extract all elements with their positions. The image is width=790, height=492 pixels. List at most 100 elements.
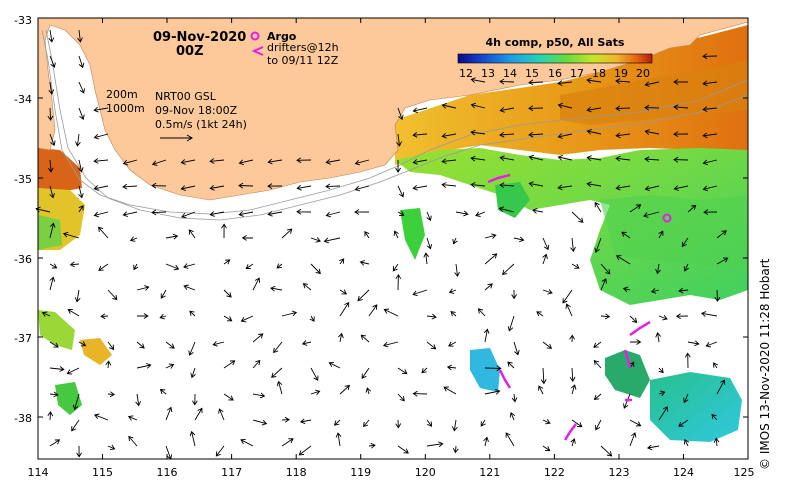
current-vector-arrow [615,155,631,162]
current-vector-arrow [536,311,544,317]
current-vector-arrow [357,289,370,302]
drifters-legend-label-1: drifters@12h [267,41,339,54]
current-vector-arrow [700,311,718,317]
current-vector-arrow [426,313,437,320]
current-vector-arrow [359,260,370,266]
current-vector-arrow [455,210,469,217]
current-vector-arrow [562,289,573,304]
current-vector-arrow [593,393,602,401]
current-vector-arrow [335,432,342,447]
current-vector-arrow [542,419,551,425]
current-vector-arrow [325,211,341,218]
current-vector-arrow [594,237,602,253]
current-vector-arrow [382,341,399,348]
current-vector-arrow [450,311,457,317]
colorbar-tick: 15 [525,67,539,80]
current-vector-arrow [714,289,721,303]
current-vector-arrow [484,388,501,395]
current-vector-arrow [470,129,486,136]
current-vector-arrow [681,237,689,248]
current-vector-arrow [223,259,231,265]
current-vector-arrow [296,208,312,215]
current-vector-arrow [339,258,345,265]
current-vector-arrow [215,445,225,457]
current-vector-arrow [190,367,196,379]
current-vector-arrow [189,310,196,317]
current-vector-arrow [93,158,109,164]
current-vector-arrow [705,341,718,348]
current-vector-arrow [426,441,444,448]
current-vector-arrow [395,159,401,173]
current-vector-arrow [507,315,515,332]
current-vector-arrow [454,263,460,278]
current-vector-arrow [48,81,55,95]
current-vector-arrow [569,334,575,343]
x-tick-label: 124 [673,466,694,479]
current-vector-arrow [180,185,196,192]
current-vector-arrow [180,159,196,165]
current-vector-arrow [570,438,576,447]
current-vector-arrow [364,230,370,239]
current-vector-arrow [76,445,82,458]
x-tick-label: 125 [734,466,755,479]
colorbar-labels: 12 13 14 15 16 17 18 19 20 [459,67,650,80]
current-vector-arrow [569,367,576,383]
current-vector-arrow [281,438,294,447]
current-vector-arrow [658,315,668,321]
argo-float-marker[interactable] [662,213,672,223]
current-vector-arrow [557,184,573,191]
current-vector-arrow [267,210,283,217]
current-source-label: NRT00 GSL [155,90,217,103]
current-vector-arrow [716,230,727,239]
current-vector-arrow [586,181,602,188]
current-vector-arrow [151,159,167,166]
current-vector-arrow [66,367,80,375]
current-vector-arrow [713,437,720,447]
current-vector-arrow [557,133,573,139]
current-vector-arrow [498,206,515,213]
current-vector-arrow [397,185,405,198]
current-vector-arrow [241,235,254,241]
current-vector-arrow [683,439,690,447]
current-vector-arrow [702,185,718,192]
current-vector-arrow [271,367,283,378]
current-vector-arrow [94,413,109,421]
current-vector-arrow [93,106,109,113]
current-vector-arrow [67,308,80,317]
current-vector-arrow [189,430,196,447]
current-vector-arrow [209,211,225,217]
current-vector-arrow [270,285,283,292]
current-vector-arrow [615,255,631,265]
current-vector-arrow [354,209,370,215]
current-vector-arrow [557,102,573,109]
current-vector-arrow [127,415,138,421]
x-tick-label: 123 [609,466,630,479]
current-vector-arrow [93,211,109,218]
current-vector-arrow [338,332,344,343]
current-vector-arrow [470,102,486,109]
current-vector-arrow [122,183,138,190]
current-vector-arrow [615,184,631,191]
current-vector-arrow [470,155,486,162]
x-tick-label: 118 [286,466,307,479]
y-tick-label: -34 [14,93,32,106]
current-vector-arrow [107,444,116,451]
current-vector-arrow [511,289,517,300]
current-vector-arrow [393,230,399,239]
current-vector-arrow [310,263,321,275]
current-vector-arrow [441,158,457,165]
current-vector-arrow [339,384,351,395]
current-vector-arrow [644,104,660,111]
current-vector-arrow [528,105,544,112]
current-vector-arrow [354,159,370,166]
current-vector-arrow [392,263,399,272]
current-vector-arrow [644,156,660,163]
current-vector-arrow [77,29,83,43]
sst-field [38,25,748,442]
current-vector-arrow [570,237,576,253]
sst-colorbar [457,53,653,64]
current-vector-arrow [136,341,145,349]
map-date-title: 09-Nov-2020 [153,30,246,45]
current-vector-arrow [49,222,56,239]
current-vector-arrow [397,367,408,375]
